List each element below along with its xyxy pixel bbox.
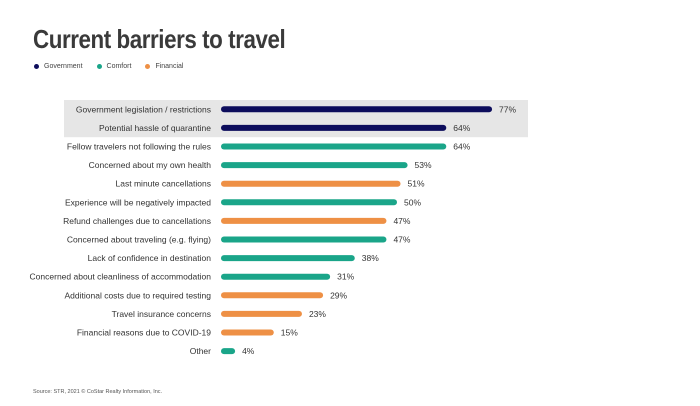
category-label: Other <box>190 346 211 356</box>
category-label: Refund challenges due to cancellations <box>63 216 211 226</box>
highlight-band <box>64 100 528 138</box>
category-label: Concerned about my own health <box>89 160 212 170</box>
value-label: 53% <box>415 160 432 170</box>
value-label: 64% <box>453 142 470 152</box>
value-label: 64% <box>453 123 470 133</box>
value-label: 15% <box>281 328 298 338</box>
bar <box>221 143 447 150</box>
legend-swatch-government <box>34 63 39 69</box>
bar <box>221 180 401 187</box>
value-label: 50% <box>404 197 421 207</box>
value-label: 47% <box>393 235 410 245</box>
value-label: 31% <box>337 272 354 282</box>
bar <box>221 106 493 113</box>
category-label: Concerned about traveling (e.g. flying) <box>67 235 211 245</box>
value-label: 47% <box>393 216 410 226</box>
value-label: 51% <box>408 179 425 189</box>
bar <box>221 124 447 131</box>
legend-item-government: Government <box>34 63 83 70</box>
legend-label-comfort: Comfort <box>106 62 132 70</box>
bar <box>221 162 408 169</box>
legend-item-financial: Financial <box>145 63 183 70</box>
bar <box>221 255 355 262</box>
legend: Government Comfort Financial <box>34 60 183 72</box>
bar <box>221 329 274 336</box>
legend-label-government: Government <box>44 62 83 70</box>
value-label: 77% <box>499 104 516 114</box>
legend-swatch-financial <box>145 63 151 69</box>
legend-label-financial: Financial <box>155 62 184 70</box>
category-label: Last minute cancellations <box>116 179 211 189</box>
category-label: Travel insurance concerns <box>112 309 211 319</box>
bar <box>221 273 331 280</box>
bar <box>221 199 397 206</box>
value-label: 29% <box>330 290 347 300</box>
category-label: Lack of confidence in destination <box>88 253 212 263</box>
category-label: Fellow travelers not following the rules <box>67 142 211 152</box>
bar <box>221 217 387 224</box>
value-label: 38% <box>362 253 379 263</box>
bar <box>221 310 302 317</box>
category-label: Additional costs due to required testing <box>65 290 212 300</box>
category-label: Concerned about cleanliness of accommoda… <box>30 272 212 282</box>
category-label: Experience will be negatively impacted <box>65 197 211 207</box>
category-label: Potential hassle of quarantine <box>99 123 211 133</box>
source-note: Source: STR, 2021 © CoStar Realty Inform… <box>33 389 163 395</box>
category-label: Financial reasons due to COVID-19 <box>77 328 211 338</box>
bar <box>221 292 324 299</box>
value-label: 23% <box>309 309 326 319</box>
chart-title: Current barriers to travel <box>33 24 286 54</box>
legend-swatch-comfort <box>96 63 102 69</box>
legend-item-comfort: Comfort <box>96 62 132 70</box>
category-label: Government legislation / restrictions <box>76 104 211 114</box>
bar <box>221 236 387 243</box>
bar <box>221 348 236 355</box>
value-label: 4% <box>242 346 255 356</box>
